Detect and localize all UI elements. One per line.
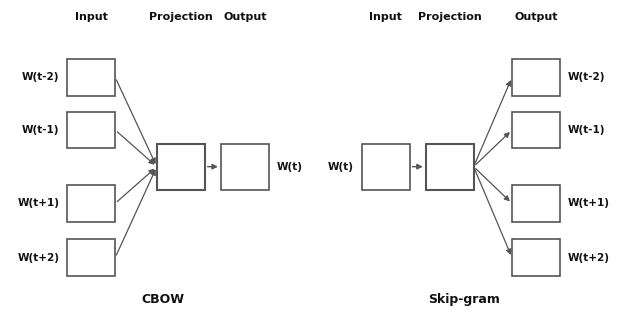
Text: W(t-2): W(t-2) [568, 72, 605, 82]
Text: W(t+2): W(t+2) [568, 253, 610, 263]
FancyBboxPatch shape [67, 239, 115, 276]
Text: Output: Output [223, 12, 267, 22]
Text: Input: Input [75, 12, 108, 22]
FancyBboxPatch shape [67, 185, 115, 222]
FancyBboxPatch shape [157, 144, 205, 190]
FancyBboxPatch shape [221, 144, 269, 190]
FancyBboxPatch shape [512, 239, 560, 276]
Text: Output: Output [515, 12, 558, 22]
Text: W(t): W(t) [276, 162, 303, 172]
Text: W(t-2): W(t-2) [22, 72, 60, 82]
Text: Skip-gram: Skip-gram [428, 293, 500, 306]
FancyBboxPatch shape [67, 59, 115, 96]
FancyBboxPatch shape [362, 144, 410, 190]
Text: W(t+2): W(t+2) [17, 253, 60, 263]
Text: Projection: Projection [149, 12, 213, 22]
Text: W(t+1): W(t+1) [17, 198, 60, 208]
Text: W(t+1): W(t+1) [568, 198, 610, 208]
Text: W(t): W(t) [328, 162, 354, 172]
FancyBboxPatch shape [67, 112, 115, 148]
Text: W(t-1): W(t-1) [568, 125, 605, 135]
FancyBboxPatch shape [512, 112, 560, 148]
FancyBboxPatch shape [512, 185, 560, 222]
Text: Input: Input [369, 12, 403, 22]
Text: CBOW: CBOW [141, 293, 185, 306]
Text: Projection: Projection [418, 12, 482, 22]
Text: W(t-1): W(t-1) [22, 125, 60, 135]
FancyBboxPatch shape [426, 144, 474, 190]
FancyBboxPatch shape [512, 59, 560, 96]
